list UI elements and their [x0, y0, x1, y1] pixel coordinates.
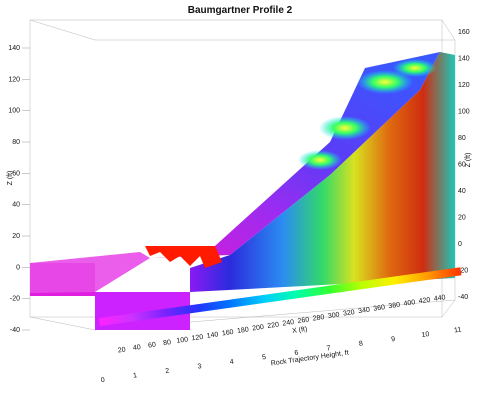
colorbar-label: Rock Trajectory Height, ft [270, 350, 349, 368]
chart-title: Baumgartner Profile 2 [188, 5, 293, 16]
colorbar-gradient [98, 267, 462, 326]
right-z-tick-label: -40 [458, 294, 468, 301]
colorbar-tick-label: 5 [262, 354, 267, 361]
x-tick-label: 40 [133, 344, 142, 352]
x-tick-label: 140 [206, 331, 219, 340]
x-tick-label: 60 [148, 342, 157, 350]
x-ticks: 20 40 60 80 100 120 140 160 180 200 220 240 260 280 30… [117, 294, 446, 354]
colorbar-tick-label: 6 [294, 349, 299, 356]
left-z-tick-label: 60 [12, 170, 20, 177]
x-tick-label: 340 [358, 307, 371, 316]
x-tick-label: 80 [163, 339, 172, 347]
x-tick-label: 420 [418, 297, 431, 306]
left-z-tick-label: -40 [10, 327, 20, 334]
x-tick-label: 380 [388, 302, 401, 311]
colorbar-tick-label: 2 [165, 368, 170, 375]
barrier [145, 246, 222, 268]
x-tick-label: 260 [297, 317, 310, 326]
x-tick-label: 100 [176, 336, 189, 345]
colorbar-tick-label: 10 [421, 331, 430, 339]
right-z-tick-label: 80 [458, 135, 466, 142]
right-z-tick-label: 140 [458, 56, 470, 63]
left-z-axis-label: Z (ft) [7, 171, 14, 186]
x-tick-label: 280 [312, 314, 325, 323]
right-z-axis-label: Z (ft) [465, 153, 472, 168]
x-tick-label: 200 [252, 324, 265, 333]
right-z-tick-label: 40 [458, 188, 466, 195]
left-z-tick-label: 80 [12, 139, 20, 146]
colorbar-tick-label: 3 [197, 363, 202, 370]
side-wall [190, 52, 455, 292]
colorbar-tick-label: 11 [454, 327, 462, 335]
colorbar-tick-label: 7 [326, 345, 331, 352]
right-z-ticks: 160 140 120 100 80 60 40 20 0 -20 -40 [458, 29, 470, 301]
colorbar-tick-label: 4 [229, 359, 234, 366]
left-z-ticks: 140 120 100 80 60 40 20 0 -20 -40 [8, 45, 30, 334]
right-z-tick-label: 0 [458, 241, 462, 248]
colorbar-ticks: 0 1 2 3 4 5 6 7 8 9 10 11 [100, 327, 462, 385]
x-tick-label: 180 [237, 326, 250, 335]
colorbar-tick-label: 0 [100, 377, 105, 384]
x-tick-label: 360 [373, 304, 386, 313]
x-tick-label: 240 [282, 319, 295, 328]
right-z-tick-label: 20 [458, 215, 466, 222]
left-z-tick-label: 120 [8, 76, 20, 83]
colorbar-tick-label: 1 [133, 372, 138, 379]
right-z-tick-label: 100 [458, 109, 470, 116]
right-z-tick-label: 120 [458, 82, 470, 89]
right-z-tick-label: -20 [458, 268, 468, 275]
left-z-tick-label: 20 [12, 233, 20, 240]
ground-top [30, 252, 150, 293]
profile-surface [30, 52, 455, 330]
slope-face [150, 52, 440, 258]
colorbar-tick-label: 9 [391, 336, 396, 343]
left-z-tick-label: -20 [10, 296, 20, 303]
x-tick-label: 400 [403, 299, 416, 308]
left-z-tick-label: 140 [8, 45, 20, 52]
x-axis-label: X (ft) [292, 326, 308, 335]
colorbar-tick-label: 8 [359, 340, 364, 347]
right-z-tick-label: 60 [458, 162, 466, 169]
x-tick-label: 440 [434, 294, 447, 303]
left-z-tick-label: 100 [8, 108, 20, 115]
left-z-tick-label: 40 [12, 202, 20, 209]
x-tick-label: 160 [222, 329, 235, 338]
x-tick-label: 20 [117, 346, 126, 354]
x-tick-label: 320 [343, 309, 356, 318]
right-z-tick-label: 160 [458, 29, 470, 36]
x-tick-label: 300 [328, 312, 341, 321]
x-tick-label: 220 [267, 321, 280, 330]
left-z-tick-label: 0 [16, 264, 20, 271]
x-tick-label: 120 [191, 334, 204, 343]
